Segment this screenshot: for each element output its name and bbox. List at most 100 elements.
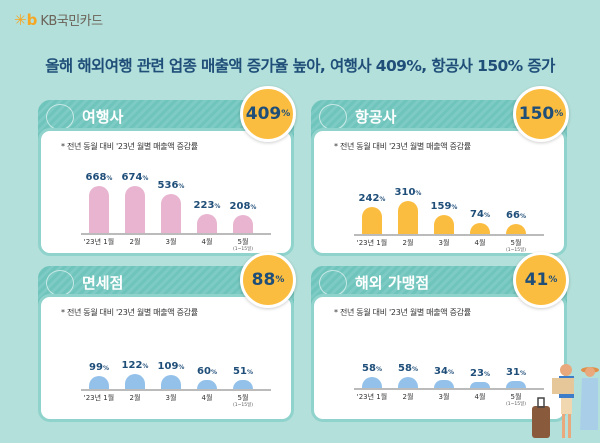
page-title: 올해 해외여행 관련 업종 매출액 증가율 높아, 여행사 409%, 항공사 … (45, 57, 555, 75)
travelers-illustration (532, 364, 599, 438)
duty-free-icon (46, 270, 74, 296)
bar (125, 374, 145, 389)
x-tick-label: 2월 (402, 393, 414, 401)
chart-note: * 전년 동월 대비 '23년 월별 매출액 증감률 (334, 142, 471, 151)
globe-network-icon (319, 270, 347, 296)
x-tick-label: 5월 (510, 239, 522, 247)
data-label: 23% (470, 367, 490, 379)
x-tick-label: 2월 (402, 239, 414, 247)
data-label: 31% (506, 366, 526, 378)
x-tick-label: 2월 (129, 238, 141, 246)
total-growth-badge: 88% (240, 252, 296, 308)
logo-text: KB국민카드 (40, 14, 103, 29)
chart-panel: 해외 가맹점 * 전년 동월 대비 '23년 월별 매출액 증감률 58% '23년… (311, 252, 569, 422)
globe-visa-icon (46, 104, 74, 130)
chart-title: 항공사 (355, 108, 397, 126)
bar-chart: 99% '23년 1월 122% 2월 109% 3월 60% 4월 51% 5월 (1~15일) (41, 297, 297, 425)
chart-panel: 항공사 * 전년 동월 대비 '23년 월별 매출액 증감률 242% '23년 1… (311, 86, 569, 256)
x-tick-label: 3월 (165, 238, 177, 246)
x-tick-label: 4월 (474, 393, 486, 401)
x-tick-label: 2월 (129, 394, 141, 402)
data-label: 668% (85, 171, 113, 183)
x-tick-label: 3월 (165, 394, 177, 402)
bar (161, 375, 181, 389)
chart-note: * 전년 동월 대비 '23년 월별 매출액 증감률 (61, 308, 198, 317)
data-label: 51% (233, 366, 253, 378)
bar-chart: 668% '23년 1월 674% 2월 536% 3월 223% 4월 208% 5월 (1~15… (41, 131, 297, 259)
bar-chart: 242% '23년 1월 310% 2월 159% 3월 74% 4월 66% 5월 (1~15일) (314, 131, 570, 259)
x-axis (81, 389, 271, 391)
x-tick-label: 5월 (237, 238, 249, 246)
chart-note: * 전년 동월 대비 '23년 월별 매출액 증감률 (334, 308, 471, 317)
bar (506, 380, 526, 388)
data-label: 34% (434, 366, 454, 378)
total-growth-badge: 409% (240, 86, 296, 142)
bar (398, 200, 418, 234)
x-tick-note: (1~15일) (232, 403, 253, 408)
data-label: 109% (157, 361, 185, 373)
bar (362, 376, 382, 388)
x-tick-label: 3월 (438, 393, 450, 401)
total-growth-badge: 41% (513, 252, 569, 308)
kb-logo: ✳b KB국민카드 (14, 10, 103, 30)
data-label: 536% (157, 180, 185, 192)
x-axis (81, 233, 271, 235)
x-tick-label: '23년 1월 (83, 238, 115, 246)
chart-title: 해외 가맹점 (355, 274, 430, 292)
x-tick-note: (1~15일) (505, 402, 526, 407)
chart-card: * 전년 동월 대비 '23년 월별 매출액 증감률 242% '23년 1월 310… (311, 128, 567, 256)
x-tick-label: 4월 (201, 394, 213, 402)
kb-star-icon: ✳b (14, 10, 38, 29)
x-tick-label: 3월 (438, 239, 450, 247)
data-label: 58% (362, 362, 382, 374)
x-tick-label: '23년 1월 (356, 393, 388, 401)
chart-card: * 전년 동월 대비 '23년 월별 매출액 증감률 58% '23년 1월 58% 2… (311, 294, 567, 422)
data-label: 66% (506, 209, 526, 221)
chart-title: 여행사 (82, 108, 124, 126)
x-tick-label: 5월 (510, 393, 522, 401)
x-tick-note: (1~15일) (232, 247, 253, 252)
data-label: 223% (193, 199, 221, 211)
x-tick-note: (1~15일) (505, 248, 526, 253)
bar (506, 223, 526, 234)
bar (89, 185, 109, 233)
x-axis (354, 388, 544, 390)
chart-title: 면세점 (82, 274, 124, 292)
bar (362, 207, 382, 234)
bar (197, 379, 217, 389)
total-growth-badge: 150% (513, 86, 569, 142)
data-label: 310% (394, 186, 422, 198)
bar (470, 381, 490, 388)
x-tick-label: 4월 (201, 238, 213, 246)
data-label: 99% (89, 362, 109, 374)
bar (197, 213, 217, 233)
bar (470, 222, 490, 234)
x-tick-label: '23년 1월 (356, 239, 388, 247)
bar (161, 194, 181, 233)
data-label: 674% (121, 171, 149, 183)
data-label: 159% (430, 200, 458, 212)
x-tick-label: '23년 1월 (83, 394, 115, 402)
chart-panel: 여행사 * 전년 동월 대비 '23년 월별 매출액 증감률 668% '23년 1… (38, 86, 296, 256)
data-label: 208% (229, 200, 257, 212)
data-label: 60% (197, 365, 217, 377)
chart-note: * 전년 동월 대비 '23년 월별 매출액 증감률 (61, 142, 198, 151)
chart-panel: 면세점 * 전년 동월 대비 '23년 월별 매출액 증감률 99% '23년 1월… (38, 252, 296, 422)
bar (434, 214, 454, 234)
bar (434, 380, 454, 388)
ticket-icon (319, 104, 347, 130)
bar (125, 185, 145, 233)
data-label: 242% (358, 193, 386, 204)
data-label: 58% (398, 362, 418, 374)
data-label: 122% (121, 360, 149, 372)
bar (89, 376, 109, 389)
chart-card: * 전년 동월 대비 '23년 월별 매출액 증감률 668% '23년 1월 674… (38, 128, 294, 256)
x-tick-label: 5월 (237, 394, 249, 402)
x-axis (354, 234, 544, 236)
bar (398, 376, 418, 388)
bar-chart: 58% '23년 1월 58% 2월 34% 3월 23% 4월 31% 5월 (1~15일) (314, 297, 570, 425)
chart-card: * 전년 동월 대비 '23년 월별 매출액 증감률 99% '23년 1월 122%… (38, 294, 294, 422)
bar (233, 380, 253, 389)
bar (233, 214, 253, 233)
x-tick-label: 4월 (474, 239, 486, 247)
